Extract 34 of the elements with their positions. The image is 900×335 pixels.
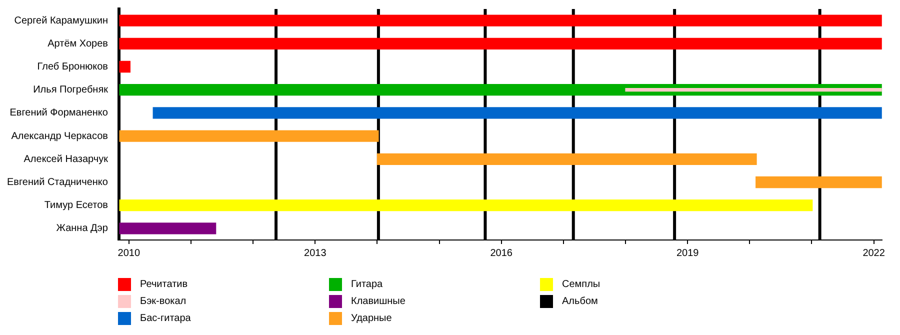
bar xyxy=(119,84,882,96)
legend-label: Речитатив xyxy=(140,279,188,290)
y-tick-label: Илья Погребняк xyxy=(33,84,109,96)
y-tick-label: Евгений Форманенко xyxy=(10,108,108,119)
legend-label: Клавишные xyxy=(351,296,406,307)
legend-label: Гитара xyxy=(351,279,383,290)
y-tick-label: Алексей Назарчук xyxy=(24,154,109,165)
x-tick-label: 2019 xyxy=(676,248,700,259)
y-tick-label: Глеб Бронюков xyxy=(37,62,108,72)
bar xyxy=(119,222,216,234)
x-tick-label: 2013 xyxy=(304,248,327,259)
bar xyxy=(376,153,757,165)
legend-label: Ударные xyxy=(351,313,392,324)
y-tick-label: Сергей Карамушкин xyxy=(14,15,108,26)
bar xyxy=(119,38,882,50)
legend-label: Бас-гитара xyxy=(140,313,191,324)
x-tick-label: 2010 xyxy=(118,248,140,259)
bar xyxy=(119,14,882,26)
bar xyxy=(119,60,130,73)
y-tick-label: Александр Черкасов xyxy=(11,130,108,142)
bar xyxy=(625,88,882,92)
legend-label: Альбом xyxy=(562,296,598,307)
x-tick-label: 2016 xyxy=(490,248,513,259)
y-tick-label: Артём Хорев xyxy=(48,38,108,50)
bar xyxy=(152,107,882,119)
legend-label: Бэк-вокал xyxy=(140,296,186,307)
bar xyxy=(756,176,882,188)
x-tick-label: 2022 xyxy=(862,248,886,259)
legend-label: Семплы xyxy=(562,279,600,290)
y-tick-label: Евгений Стадниченко xyxy=(6,177,108,188)
y-tick-label: Жанна Дэр xyxy=(56,223,108,234)
bar xyxy=(119,130,379,142)
bar xyxy=(119,200,813,212)
y-tick-label: Тимур Есетов xyxy=(44,200,108,212)
